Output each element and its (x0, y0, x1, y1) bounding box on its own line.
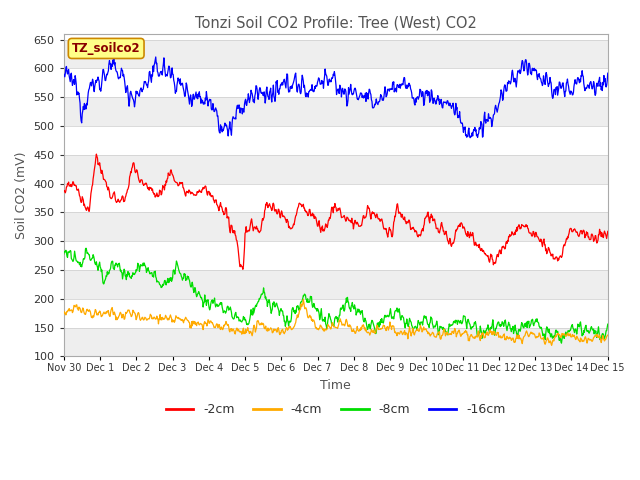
X-axis label: Time: Time (321, 379, 351, 392)
Y-axis label: Soil CO2 (mV): Soil CO2 (mV) (15, 151, 28, 239)
Bar (64, 40, 608, 69)
Bar (64, 270, 608, 299)
Text: TZ_soilco2: TZ_soilco2 (72, 42, 141, 55)
Bar (64, 213, 608, 241)
Title: Tonzi Soil CO2 Profile: Tree (West) CO2: Tonzi Soil CO2 Profile: Tree (West) CO2 (195, 15, 477, 30)
Bar (64, 155, 608, 184)
Bar (64, 327, 608, 356)
Bar (64, 97, 608, 126)
Legend: -2cm, -4cm, -8cm, -16cm: -2cm, -4cm, -8cm, -16cm (161, 398, 511, 421)
